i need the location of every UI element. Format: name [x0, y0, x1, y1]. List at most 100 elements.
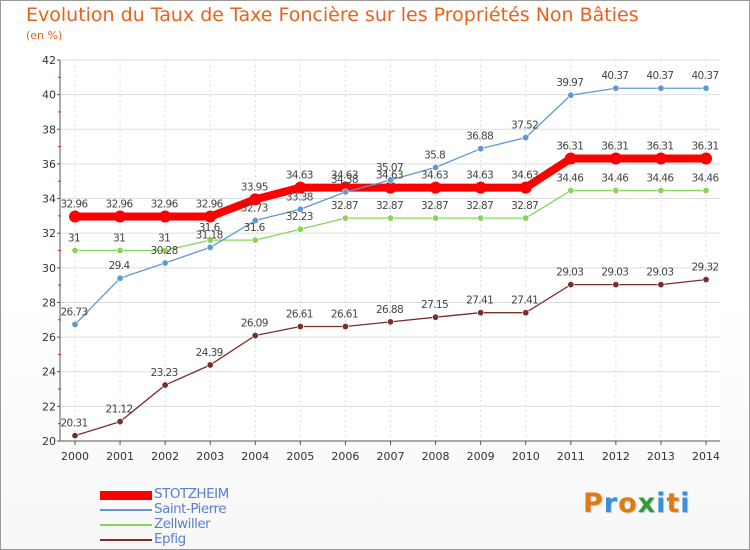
- data-label: 31: [113, 233, 125, 245]
- data-label: 32.87: [466, 200, 493, 212]
- y-tick-label: 40: [42, 89, 56, 102]
- data-label: 35.8: [424, 149, 445, 161]
- x-tick-label: 2008: [422, 450, 450, 463]
- y-tick-label: 32: [42, 227, 56, 240]
- data-point: [206, 243, 214, 251]
- data-point: [296, 323, 304, 331]
- data-label: 34.46: [646, 173, 674, 185]
- data-point: [567, 91, 575, 99]
- data-point: [71, 432, 79, 440]
- data-point: [71, 247, 79, 255]
- data-label: 32.96: [60, 199, 88, 211]
- data-label: 31.18: [196, 229, 223, 241]
- logo-letter: o: [618, 488, 638, 519]
- data-point: [206, 236, 214, 244]
- logo-letter: i: [656, 488, 667, 519]
- data-point: [341, 214, 349, 222]
- data-label: 40.37: [691, 70, 718, 82]
- data-point: [657, 84, 665, 92]
- data-label: 26.61: [286, 309, 313, 321]
- data-label: 33.38: [286, 191, 313, 203]
- data-point: [429, 181, 442, 194]
- data-point: [116, 274, 124, 282]
- data-point: [296, 225, 304, 233]
- chart-legend: STOTZHEIM Saint-Pierre Zellwiller Epfig: [100, 487, 320, 547]
- data-point: [700, 152, 712, 165]
- x-tick-label: 2011: [557, 450, 585, 463]
- data-point: [612, 281, 620, 289]
- data-label: 34.63: [466, 170, 493, 182]
- x-tick-label: 2005: [286, 450, 314, 463]
- y-tick-label: 38: [42, 123, 56, 136]
- y-tick-label: 42: [42, 54, 56, 67]
- data-point: [116, 418, 124, 426]
- data-label: 34.46: [556, 173, 584, 185]
- x-tick-label: 2000: [61, 450, 89, 463]
- data-label: 34.63: [421, 170, 448, 182]
- data-point: [159, 210, 172, 223]
- x-tick-label: 2004: [241, 450, 269, 463]
- data-point: [612, 187, 620, 195]
- data-point: [522, 214, 530, 222]
- data-label: 34.46: [601, 173, 629, 185]
- data-point: [702, 187, 710, 195]
- data-point: [386, 176, 394, 184]
- chart-title: Evolution du Taux de Taxe Foncière sur l…: [26, 4, 639, 26]
- data-point: [161, 381, 169, 389]
- logo-letter: t: [666, 488, 681, 519]
- data-point: [567, 281, 575, 289]
- data-point: [71, 320, 79, 328]
- legend-swatch: [100, 509, 152, 511]
- data-label: 40.37: [646, 70, 673, 82]
- data-point: [702, 84, 710, 92]
- data-label: 21.12: [106, 404, 133, 416]
- data-label: 32.96: [151, 199, 179, 211]
- data-label: 34.63: [511, 170, 538, 182]
- data-label: 32.87: [331, 200, 358, 212]
- data-point: [477, 309, 485, 317]
- x-tick-label: 2003: [196, 450, 224, 463]
- data-label: 23.23: [151, 367, 178, 379]
- data-point: [386, 318, 394, 326]
- logo-letter: i: [680, 488, 691, 519]
- data-label: 29.03: [601, 267, 628, 279]
- x-tick-label: 2012: [602, 450, 630, 463]
- data-point: [432, 163, 440, 171]
- x-tick-label: 2013: [647, 450, 675, 463]
- logo-letter: P: [583, 488, 604, 519]
- data-point: [477, 214, 485, 222]
- y-tick-label: 26: [42, 331, 56, 344]
- data-point: [116, 247, 124, 255]
- data-label: 32.73: [241, 203, 268, 215]
- legend-label: Epfig: [154, 531, 186, 547]
- data-label: 32.23: [286, 211, 313, 223]
- x-tick-label: 2014: [692, 450, 720, 463]
- data-label: 32.87: [421, 200, 448, 212]
- data-label: 36.31: [556, 141, 583, 153]
- data-label: 27.41: [511, 295, 538, 307]
- x-tick-label: 2006: [331, 450, 359, 463]
- y-tick-label: 34: [42, 193, 56, 206]
- data-point: [612, 84, 620, 92]
- data-point: [522, 309, 530, 317]
- data-label: 36.31: [691, 141, 718, 153]
- legend-item: Saint-Pierre: [100, 502, 320, 517]
- data-point: [251, 217, 259, 225]
- data-point: [341, 323, 349, 331]
- data-label: 35.07: [376, 162, 403, 174]
- legend-swatch: [100, 524, 152, 526]
- legend-swatch: [100, 490, 152, 500]
- data-label: 32.96: [196, 199, 224, 211]
- data-label: 27.41: [466, 295, 493, 307]
- y-tick-label: 22: [42, 400, 56, 413]
- data-point: [114, 210, 127, 223]
- legend-label: Saint-Pierre: [154, 501, 227, 517]
- data-label: 29.32: [691, 262, 718, 274]
- data-label: 34.46: [691, 173, 719, 185]
- data-point: [654, 152, 667, 165]
- data-point: [657, 281, 665, 289]
- data-point: [341, 188, 349, 196]
- data-point: [477, 145, 485, 153]
- logo-letter: r: [603, 488, 619, 519]
- data-label: 39.97: [556, 77, 583, 89]
